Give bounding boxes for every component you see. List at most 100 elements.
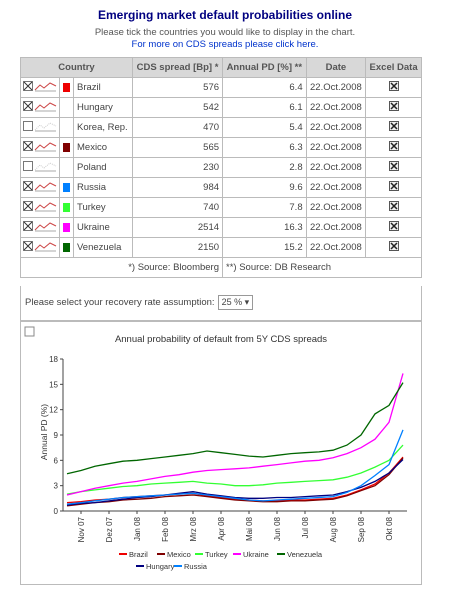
cds-link[interactable]: For more on CDS spreads please click her…: [131, 39, 319, 50]
checkbox[interactable]: [20, 97, 60, 118]
recovery-value: 25 %: [221, 297, 243, 307]
chart-title: Annual probability of default from 5Y CD…: [115, 334, 327, 345]
date: 22.Oct.2008: [305, 217, 367, 238]
x-tick-label: Jan 08: [133, 516, 142, 541]
legend-label: Russia: [184, 562, 208, 571]
table-row: Mexico 565 6.3 22.Oct.2008: [20, 137, 422, 158]
checkbox[interactable]: [20, 117, 60, 138]
footnote: **) Source: DB Research: [222, 257, 422, 278]
excel-download[interactable]: [365, 97, 422, 118]
cds-spread: 230: [131, 157, 224, 178]
excel-download[interactable]: [365, 157, 422, 178]
y-tick-label: 6: [54, 456, 59, 465]
table-row: Russia 984 9.6 22.Oct.2008: [20, 177, 422, 198]
recovery-label: Please select your recovery rate assumpt…: [25, 297, 215, 308]
annual-pd: 7.8: [222, 197, 307, 218]
series-line: [66, 429, 404, 505]
country: Ukraine: [73, 217, 133, 238]
annual-pd: 16.3: [222, 217, 307, 238]
annual-pd: 2.8: [222, 157, 307, 178]
color-swatch: [63, 83, 70, 92]
checkbox[interactable]: [20, 217, 60, 238]
excel-download[interactable]: [365, 77, 422, 98]
x-tick-label: Dez 07: [105, 516, 114, 542]
x-tick-label: Apr 08: [217, 516, 226, 540]
table-row: Hungary 542 6.1 22.Oct.2008: [20, 97, 422, 118]
legend-label: Hungary: [146, 562, 175, 571]
color-swatch-cell: [59, 97, 74, 118]
series-line: [66, 444, 404, 495]
table-row: Venezuela 2150 15.2 22.Oct.2008: [20, 237, 422, 258]
chart: Annual probability of default from 5Y CD…: [20, 321, 422, 585]
recovery-row: Please select your recovery rate assumpt…: [20, 286, 422, 321]
x-tick-label: Mrz 08: [189, 516, 198, 541]
color-swatch-cell: [59, 217, 74, 238]
country: Turkey: [73, 197, 133, 218]
series-line: [66, 456, 404, 504]
checkbox[interactable]: [20, 177, 60, 198]
cds-spread: 470: [131, 117, 224, 138]
color-swatch-cell: [59, 157, 74, 178]
annual-pd: 15.2: [222, 237, 307, 258]
checkbox[interactable]: [20, 77, 60, 98]
y-tick-label: 3: [54, 482, 59, 491]
column-header: Country: [20, 57, 133, 78]
annual-pd: 9.6: [222, 177, 307, 198]
date: 22.Oct.2008: [305, 177, 367, 198]
header-row: Country CDS spread [Bp] * Annual PD [%] **…: [20, 57, 422, 78]
checkbox[interactable]: [20, 157, 60, 178]
legend-label: Venezuela: [287, 550, 323, 559]
checkbox[interactable]: [20, 197, 60, 218]
table-row: Korea, Rep. 470 5.4 22.Oct.2008: [20, 117, 422, 138]
country: Venezuela: [73, 237, 133, 258]
legend-label: Ukraine: [243, 550, 269, 559]
legend-label: Turkey: [205, 550, 228, 559]
date: 22.Oct.2008: [305, 197, 367, 218]
legend-label: Brazil: [129, 550, 148, 559]
annual-pd: 6.1: [222, 97, 307, 118]
x-tick-label: Feb 08: [161, 516, 170, 541]
footnote-row: *) Source: Bloomberg **) Source: DB Resea…: [19, 257, 422, 278]
country: Brazil: [73, 77, 133, 98]
cds-table: Country CDS spread [Bp] * Annual PD [%] **…: [19, 57, 422, 278]
excel-download[interactable]: [365, 137, 422, 158]
date: 22.Oct.2008: [305, 157, 367, 178]
column-header: Excel Data: [365, 57, 422, 78]
date: 22.Oct.2008: [305, 77, 367, 98]
date: 22.Oct.2008: [305, 117, 367, 138]
y-axis-label: Annual PD (%): [39, 404, 49, 460]
excel-download[interactable]: [365, 217, 422, 238]
color-swatch: [63, 223, 70, 232]
excel-download[interactable]: [365, 237, 422, 258]
x-tick-label: Jun 08: [273, 516, 282, 541]
date: 22.Oct.2008: [305, 137, 367, 158]
color-swatch-cell: [59, 137, 74, 158]
color-swatch: [63, 183, 70, 192]
table-row: Brazil 576 6.4 22.Oct.2008: [20, 77, 422, 98]
country: Hungary: [73, 97, 133, 118]
date: 22.Oct.2008: [305, 97, 367, 118]
chart-icon: [24, 326, 35, 337]
cds-spread: 740: [131, 197, 224, 218]
recovery-select[interactable]: 25 % ▾: [217, 295, 254, 310]
color-swatch: [63, 203, 70, 212]
cds-spread: 984: [131, 177, 224, 198]
legend-label: Mexico: [167, 550, 191, 559]
color-swatch: [63, 143, 70, 152]
x-tick-label: Nov 07: [77, 516, 86, 542]
checkbox[interactable]: [20, 137, 60, 158]
series-line: [66, 459, 404, 506]
country: Poland: [73, 157, 133, 178]
excel-download[interactable]: [365, 177, 422, 198]
excel-download[interactable]: [365, 117, 422, 138]
excel-download[interactable]: [365, 197, 422, 218]
color-swatch-cell: [59, 197, 74, 218]
checkbox[interactable]: [20, 237, 60, 258]
country: Russia: [73, 177, 133, 198]
color-swatch-cell: [59, 117, 74, 138]
cds-spread: 576: [131, 77, 224, 98]
y-tick-label: 0: [54, 507, 59, 516]
cds-spread: 2150: [131, 237, 224, 258]
color-swatch-cell: [59, 77, 74, 98]
